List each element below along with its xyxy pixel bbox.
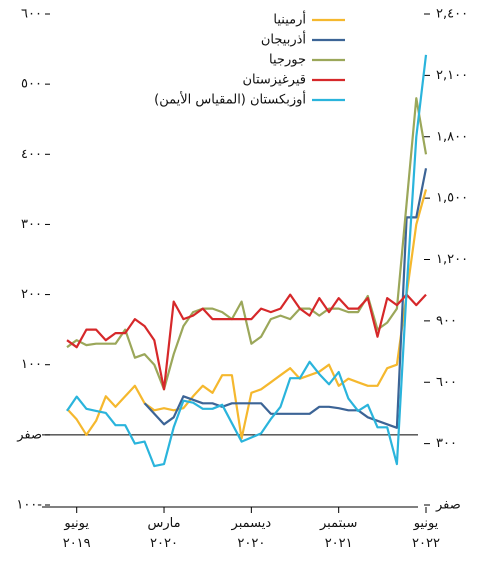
legend-label: أوزبكستان (المقياس الأيمن) xyxy=(154,91,306,108)
x-tick-label: يونيو ٢٠٢٢ xyxy=(412,516,440,551)
y2-tick-label: ١,٢٠٠ xyxy=(436,252,468,267)
y-tick-label: صفر xyxy=(16,427,42,442)
y-tick-label: ٣٠٠ xyxy=(21,217,42,232)
y2-tick-label: ٩٠٠ xyxy=(436,313,457,328)
y-tick-label: ٤٠٠ xyxy=(21,147,42,162)
series-line xyxy=(66,97,428,391)
series-line xyxy=(143,168,428,429)
y2-tick-label: ٢,٤٠٠ xyxy=(436,7,468,22)
y-tick-label: ٦٠٠ xyxy=(21,7,42,22)
x-tick-label: سبتمبر ٢٠٢١ xyxy=(319,516,358,551)
series-line xyxy=(66,293,427,391)
x-tick-label: يونيو ٢٠١٩ xyxy=(62,516,91,551)
legend-label: قيرغيزستان xyxy=(242,73,306,88)
y2-tick-label: ١,٨٠٠ xyxy=(436,129,468,144)
y-tick-label: ١٠٠ xyxy=(21,357,42,372)
y-tick-label: ٥٠٠ xyxy=(21,77,42,92)
series-line xyxy=(66,189,428,440)
x-tick-label: ديسمبر ٢٠٢٠ xyxy=(231,516,272,551)
y2-tick-label: ٦٠٠ xyxy=(436,375,457,390)
y2-tick-label: صفر xyxy=(435,498,461,513)
legend-label: أرمينيا xyxy=(273,11,306,28)
legend-label: أذربيجان xyxy=(261,31,306,48)
series-line xyxy=(66,54,428,468)
y-tick-label: ١٠٠- xyxy=(16,498,42,513)
y-tick-label: ٢٠٠ xyxy=(21,287,42,302)
legend-label: جورجيا xyxy=(269,53,306,68)
y2-tick-label: ٣٠٠ xyxy=(436,436,457,451)
y2-tick-label: ١,٥٠٠ xyxy=(436,191,468,206)
x-tick-label: مارس ٢٠٢٠ xyxy=(147,516,181,551)
y2-tick-label: ٢,١٠٠ xyxy=(436,68,468,83)
